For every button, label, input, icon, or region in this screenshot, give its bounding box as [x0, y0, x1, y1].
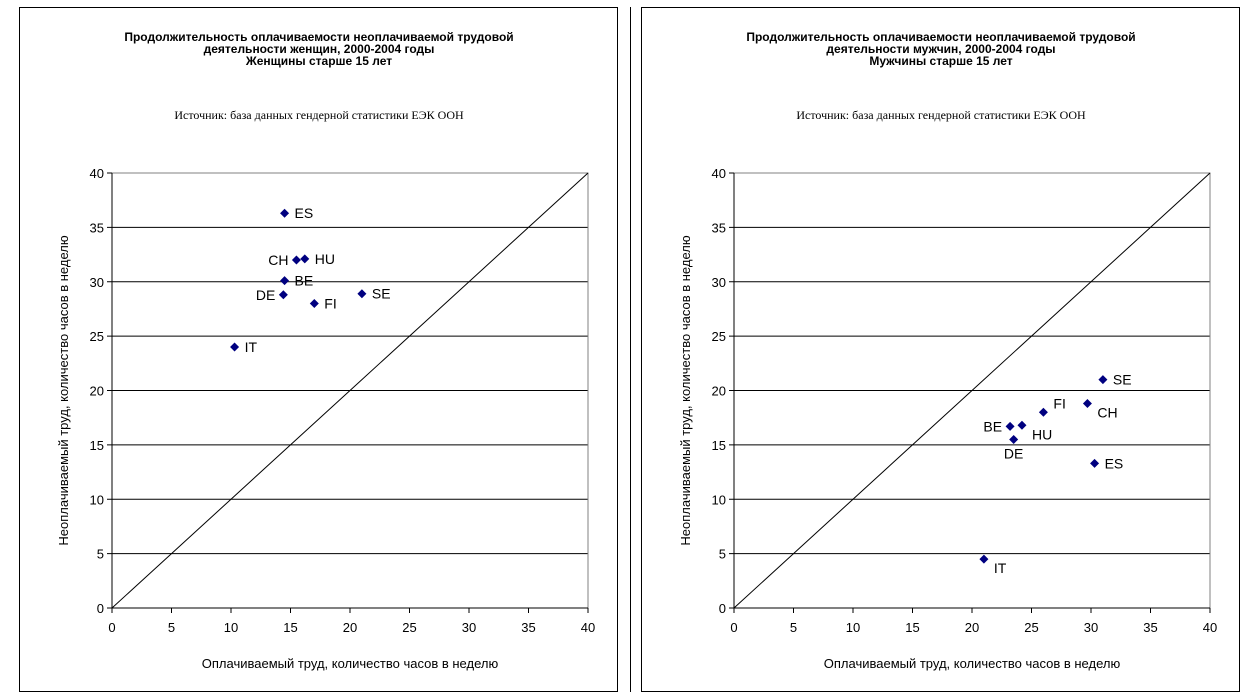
diagonal-reference-line: [733, 172, 1211, 609]
chart-source-note: Источник: база данных гендерной статисти…: [174, 108, 464, 122]
point-label-fi: FI: [1053, 395, 1065, 411]
panel-divider: [630, 7, 631, 692]
y-tick-label: 25: [90, 329, 104, 344]
chart-title-line: деятельности мужчин, 2000-2004 годы: [826, 42, 1055, 56]
y-tick-label: 5: [719, 547, 726, 562]
point-label-de: DE: [256, 287, 275, 303]
data-point-hu: [300, 254, 310, 264]
x-tick-label: 15: [905, 620, 919, 635]
y-tick-label: 30: [712, 275, 726, 290]
x-tick-label: 20: [343, 620, 357, 635]
x-tick-label: 5: [790, 620, 797, 635]
data-point-fi: [309, 299, 319, 308]
point-label-hu: HU: [1032, 426, 1052, 442]
point-label-se: SE: [372, 286, 391, 302]
point-label-it: IT: [994, 560, 1007, 576]
data-point-be: [280, 276, 290, 286]
x-tick-label: 35: [521, 620, 535, 635]
x-tick-label: 25: [402, 620, 416, 635]
chart-panel-men: Продолжительность оплачиваемости неоплач…: [641, 7, 1240, 692]
data-point-es: [280, 208, 290, 218]
y-tick-label: 40: [90, 166, 104, 181]
data-point-it: [230, 342, 240, 352]
y-tick-label: 15: [712, 438, 726, 453]
chart-panel-women: Продолжительность оплачиваемости неоплач…: [19, 7, 618, 692]
data-point-it: [979, 554, 989, 564]
x-tick-label: 10: [846, 620, 860, 635]
x-tick-label: 0: [108, 620, 115, 635]
scatter-chart-men: Продолжительность оплачиваемости неоплач…: [678, 30, 1217, 671]
point-label-be: BE: [983, 418, 1002, 434]
point-label-ch: CH: [268, 252, 288, 268]
x-tick-label: 40: [581, 620, 595, 635]
data-point-es: [1090, 458, 1100, 468]
y-axis-title: Неоплачиваемый труд, количество часов в …: [56, 235, 71, 545]
x-tick-label: 25: [1024, 620, 1038, 635]
chart-title-line: деятельности женщин, 2000-2004 годы: [204, 42, 435, 56]
x-tick-label: 30: [462, 620, 476, 635]
scatter-chart-women: Продолжительность оплачиваемости неоплач…: [56, 30, 595, 671]
y-tick-label: 40: [712, 166, 726, 181]
y-tick-label: 5: [97, 547, 104, 562]
chart-title-line: Мужчины старше 15 лет: [869, 54, 1012, 68]
y-tick-label: 0: [719, 601, 726, 616]
data-point-de: [1009, 434, 1019, 444]
y-tick-label: 25: [712, 329, 726, 344]
point-label-be: BE: [295, 273, 314, 289]
data-point-hu: [1017, 420, 1027, 430]
data-point-be: [1005, 421, 1015, 431]
point-label-de: DE: [1004, 445, 1023, 461]
point-label-es: ES: [1105, 455, 1124, 471]
x-tick-label: 30: [1084, 620, 1098, 635]
data-point-se: [357, 289, 367, 299]
y-tick-label: 30: [90, 275, 104, 290]
x-tick-label: 15: [283, 620, 297, 635]
point-label-se: SE: [1113, 372, 1132, 388]
point-label-ch: CH: [1097, 405, 1117, 421]
data-point-de: [278, 290, 288, 300]
y-axis-title: Неоплачиваемый труд, количество часов в …: [678, 235, 693, 545]
chart-title-line: Женщины старше 15 лет: [245, 54, 392, 68]
x-axis-title: Оплачиваемый труд, количество часов в не…: [202, 656, 499, 671]
y-tick-label: 10: [90, 492, 104, 507]
x-tick-label: 10: [224, 620, 238, 635]
chart-source-note: Источник: база данных гендерной статисти…: [796, 108, 1086, 122]
x-tick-label: 5: [168, 620, 175, 635]
point-label-it: IT: [245, 339, 258, 355]
x-tick-label: 0: [730, 620, 737, 635]
point-label-es: ES: [295, 205, 314, 221]
point-label-hu: HU: [315, 251, 335, 267]
x-tick-label: 35: [1143, 620, 1157, 635]
y-tick-label: 0: [97, 601, 104, 616]
y-tick-label: 15: [90, 438, 104, 453]
y-tick-label: 35: [90, 220, 104, 235]
y-tick-label: 20: [90, 384, 104, 399]
data-point-fi: [1038, 407, 1048, 417]
data-point-se: [1098, 375, 1108, 385]
y-tick-label: 10: [712, 492, 726, 507]
point-label-fi: FI: [324, 296, 336, 312]
data-point-ch: [291, 255, 301, 265]
x-tick-label: 20: [965, 620, 979, 635]
data-point-ch: [1082, 399, 1092, 409]
y-tick-label: 35: [712, 220, 726, 235]
diagonal-reference-line: [111, 172, 589, 609]
chart-title-line: Продолжительность оплачиваемости неоплач…: [124, 30, 513, 44]
x-axis-title: Оплачиваемый труд, количество часов в не…: [824, 656, 1121, 671]
x-tick-label: 40: [1203, 620, 1217, 635]
chart-title-line: Продолжительность оплачиваемости неоплач…: [746, 30, 1135, 44]
y-tick-label: 20: [712, 384, 726, 399]
